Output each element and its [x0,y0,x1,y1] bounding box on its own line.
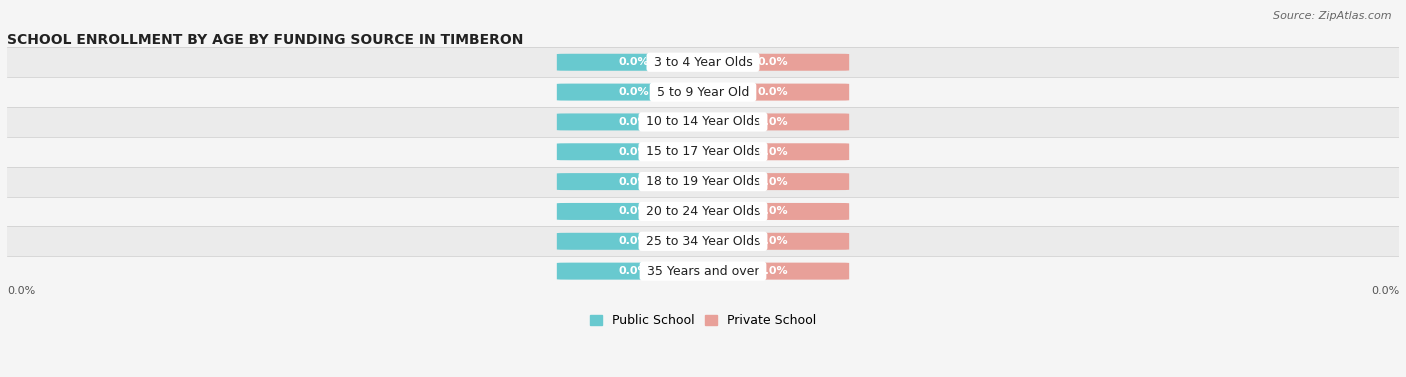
Text: 3 to 4 Year Olds: 3 to 4 Year Olds [650,56,756,69]
Text: 0.0%: 0.0% [758,87,787,97]
Text: 0.0%: 0.0% [1371,286,1399,296]
Text: 25 to 34 Year Olds: 25 to 34 Year Olds [641,235,765,248]
FancyBboxPatch shape [557,143,710,160]
Text: 0.0%: 0.0% [758,57,787,67]
Text: 0.0%: 0.0% [619,87,648,97]
Text: 0.0%: 0.0% [758,266,787,276]
FancyBboxPatch shape [696,233,849,250]
FancyBboxPatch shape [557,173,710,190]
Text: Source: ZipAtlas.com: Source: ZipAtlas.com [1274,11,1392,21]
Text: 0.0%: 0.0% [758,147,787,157]
Text: 0.0%: 0.0% [7,286,35,296]
Legend: Public School, Private School: Public School, Private School [585,309,821,332]
Text: 35 Years and over: 35 Years and over [643,265,763,277]
Text: 0.0%: 0.0% [619,147,648,157]
Bar [7,48,1399,77]
Text: 0.0%: 0.0% [758,117,787,127]
FancyBboxPatch shape [557,84,710,101]
FancyBboxPatch shape [557,113,710,130]
Bar [7,77,1399,107]
Text: 18 to 19 Year Olds: 18 to 19 Year Olds [641,175,765,188]
FancyBboxPatch shape [696,203,849,220]
FancyBboxPatch shape [696,173,849,190]
Text: SCHOOL ENROLLMENT BY AGE BY FUNDING SOURCE IN TIMBERON: SCHOOL ENROLLMENT BY AGE BY FUNDING SOUR… [7,33,523,48]
Bar [7,167,1399,196]
FancyBboxPatch shape [557,54,710,71]
Text: 0.0%: 0.0% [619,236,648,246]
Text: 5 to 9 Year Old: 5 to 9 Year Old [652,86,754,99]
FancyBboxPatch shape [696,113,849,130]
Text: 15 to 17 Year Olds: 15 to 17 Year Olds [641,145,765,158]
Text: 0.0%: 0.0% [758,207,787,216]
Bar [7,107,1399,137]
Text: 0.0%: 0.0% [758,236,787,246]
FancyBboxPatch shape [557,233,710,250]
Bar [7,196,1399,226]
Text: 10 to 14 Year Olds: 10 to 14 Year Olds [641,115,765,129]
FancyBboxPatch shape [696,54,849,71]
Text: 0.0%: 0.0% [619,57,648,67]
Text: 0.0%: 0.0% [619,117,648,127]
FancyBboxPatch shape [696,143,849,160]
FancyBboxPatch shape [696,263,849,280]
FancyBboxPatch shape [557,263,710,280]
FancyBboxPatch shape [557,203,710,220]
Text: 0.0%: 0.0% [619,207,648,216]
Text: 0.0%: 0.0% [758,176,787,187]
Bar [7,137,1399,167]
Bar [7,226,1399,256]
Bar [7,256,1399,286]
Text: 0.0%: 0.0% [619,266,648,276]
FancyBboxPatch shape [696,84,849,101]
Text: 20 to 24 Year Olds: 20 to 24 Year Olds [641,205,765,218]
Text: 0.0%: 0.0% [619,176,648,187]
